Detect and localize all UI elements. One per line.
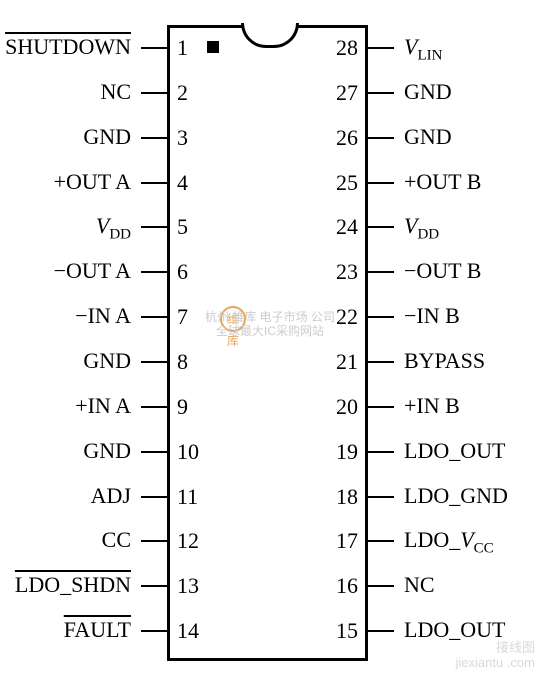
pin-lead-right (368, 361, 394, 363)
pin-label-left: GND (83, 348, 131, 374)
pin-number: 9 (177, 394, 188, 420)
watermark-bottom-right: 接线图jiexiantu .com (440, 640, 535, 670)
pin-number: 10 (177, 439, 199, 465)
pin-lead-right (368, 316, 394, 318)
pin-lead-left (141, 182, 167, 184)
pin-label-right: NC (404, 572, 435, 598)
pin-lead-left (141, 226, 167, 228)
pin-lead-right (368, 585, 394, 587)
pin-label-right: BYPASS (404, 348, 485, 374)
pin-label-right: +OUT B (404, 169, 481, 195)
pin-lead-left (141, 361, 167, 363)
pin-number: 18 (336, 484, 358, 510)
pin-lead-right (368, 47, 394, 49)
pin-number: 2 (177, 80, 188, 106)
pin-label-left: +OUT A (54, 169, 131, 195)
pin-label-left: +IN A (75, 393, 131, 419)
pin-lead-left (141, 316, 167, 318)
pin-lead-right (368, 540, 394, 542)
pin-number: 19 (336, 439, 358, 465)
pin-number: 23 (336, 259, 358, 285)
pin-label-left: −IN A (75, 303, 131, 329)
pin-number: 21 (336, 349, 358, 375)
pin-lead-right (368, 226, 394, 228)
pin-label-left: GND (83, 438, 131, 464)
pin-label-right: −OUT B (404, 258, 481, 284)
pin-label-left: GND (83, 124, 131, 150)
pin-label-left: −OUT A (54, 258, 131, 284)
pin-number: 11 (177, 484, 198, 510)
pin-lead-left (141, 630, 167, 632)
chip-body (167, 25, 368, 661)
pin-number: 15 (336, 618, 358, 644)
pin-label-left: CC (102, 527, 131, 553)
pin-label-left: VDD (96, 213, 131, 243)
pin-number: 12 (177, 528, 199, 554)
pin-lead-left (141, 47, 167, 49)
pin-number: 17 (336, 528, 358, 554)
pin-number: 8 (177, 349, 188, 375)
pin-label-left: NC (100, 79, 131, 105)
pin-number: 3 (177, 125, 188, 151)
pin-number: 5 (177, 214, 188, 240)
pin-lead-left (141, 406, 167, 408)
pin-label-right: GND (404, 124, 452, 150)
pin-number: 26 (336, 125, 358, 151)
pin-lead-right (368, 137, 394, 139)
pin-lead-left (141, 451, 167, 453)
pin-lead-left (141, 540, 167, 542)
pin-label-right: LDO_OUT (404, 617, 505, 643)
pin-number: 24 (336, 214, 358, 240)
pin-number: 27 (336, 80, 358, 106)
pin-number: 1 (177, 35, 188, 61)
pin-lead-left (141, 137, 167, 139)
pin-lead-left (141, 496, 167, 498)
pin-lead-right (368, 271, 394, 273)
pin-number: 16 (336, 573, 358, 599)
pin-number: 6 (177, 259, 188, 285)
pin-label-right: GND (404, 79, 452, 105)
pin-number: 28 (336, 35, 358, 61)
pin-lead-left (141, 92, 167, 94)
pin-label-right: −IN B (404, 303, 460, 329)
pin-lead-left (141, 271, 167, 273)
pin-lead-right (368, 182, 394, 184)
pin-label-left: SHUTDOWN (5, 34, 131, 60)
pin-lead-right (368, 406, 394, 408)
pin-number: 4 (177, 170, 188, 196)
pin-number: 7 (177, 304, 188, 330)
pin-label-left: LDO_SHDN (15, 572, 131, 598)
pin-label-right: LDO_GND (404, 483, 508, 509)
pin-lead-left (141, 585, 167, 587)
pin-lead-right (368, 630, 394, 632)
pin-label-right: VDD (404, 213, 439, 243)
pin-label-right: VLIN (404, 34, 442, 64)
pin-number: 22 (336, 304, 358, 330)
pin-lead-right (368, 92, 394, 94)
pin-lead-right (368, 496, 394, 498)
pin-number: 20 (336, 394, 358, 420)
pin-label-right: LDO_VCC (404, 527, 494, 557)
pin-number: 25 (336, 170, 358, 196)
pin-number: 13 (177, 573, 199, 599)
pin-label-left: FAULT (64, 617, 131, 643)
pin1-dot (207, 41, 219, 53)
pin-lead-right (368, 451, 394, 453)
pin-label-right: +IN B (404, 393, 460, 419)
pin-label-left: ADJ (91, 483, 131, 509)
pin-number: 14 (177, 618, 199, 644)
pin-label-right: LDO_OUT (404, 438, 505, 464)
pinout-diagram: 1 SHUTDOWN 2 NC 3 GND 4 +OUT A 5 VDD 6 −OUT A 7 −IN A… (0, 0, 539, 681)
